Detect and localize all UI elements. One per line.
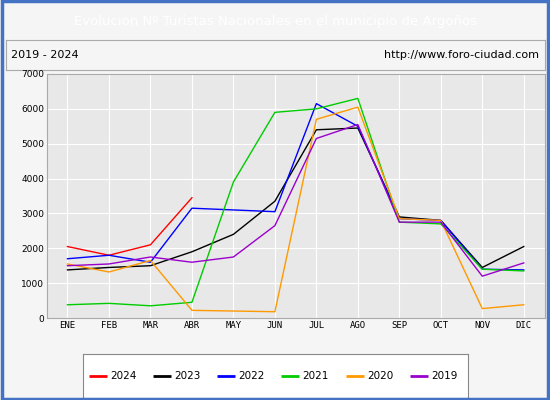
Text: 2020: 2020 xyxy=(367,371,393,381)
Text: 2019 - 2024: 2019 - 2024 xyxy=(11,50,79,60)
Text: http://www.foro-ciudad.com: http://www.foro-ciudad.com xyxy=(384,50,539,60)
Text: 2023: 2023 xyxy=(174,371,201,381)
Text: 2024: 2024 xyxy=(110,371,136,381)
Text: 2021: 2021 xyxy=(302,371,329,381)
Text: 2022: 2022 xyxy=(238,371,265,381)
Text: 2019: 2019 xyxy=(431,371,457,381)
Text: Evolucion Nº Turistas Nacionales en el municipio de Argoños: Evolucion Nº Turistas Nacionales en el m… xyxy=(74,16,476,28)
